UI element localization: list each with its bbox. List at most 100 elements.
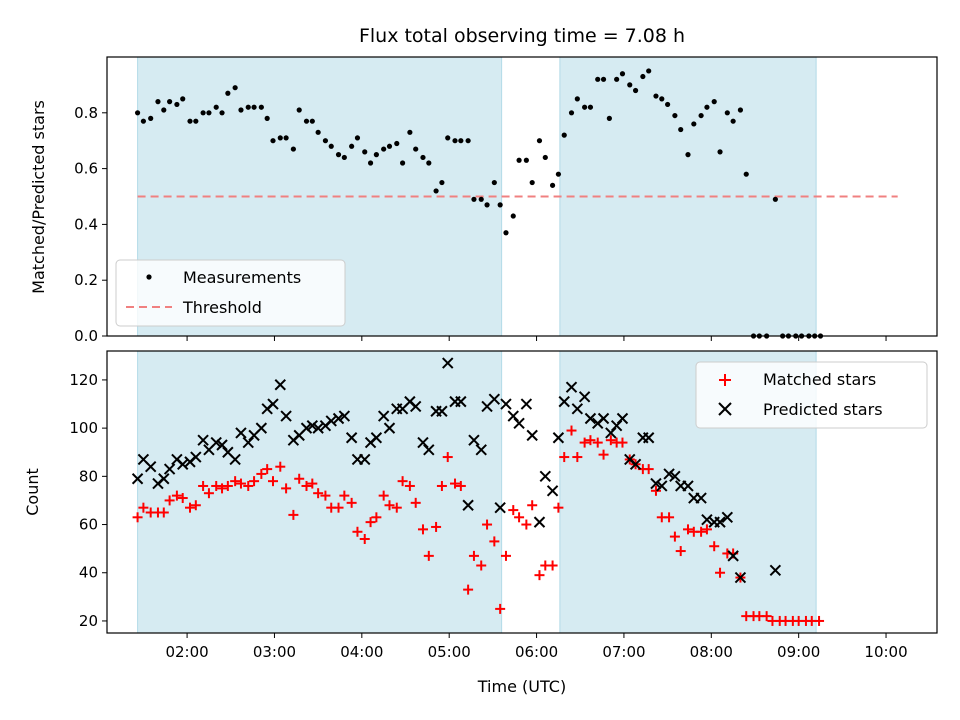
predicted-star-point xyxy=(533,516,546,528)
chart-title: Flux total observing time = 7.08 h xyxy=(359,25,685,47)
predicted-star-point xyxy=(229,453,241,466)
matched-star-point xyxy=(346,497,357,508)
top-axes-frame xyxy=(106,56,938,337)
measurement-point xyxy=(491,179,497,186)
matched-star-point xyxy=(455,480,466,491)
matched-star-point xyxy=(378,490,389,501)
legend-marker-matched-stars xyxy=(719,374,731,386)
matched-star-point xyxy=(294,473,305,484)
predicted-star-point xyxy=(558,395,570,408)
bottom-shaded-intervals xyxy=(137,350,817,634)
measurement-point xyxy=(283,135,289,141)
y-tick-label: 0.4 xyxy=(74,215,98,233)
matched-star-point xyxy=(553,502,564,513)
matched-star-point xyxy=(301,480,312,491)
measurement-point xyxy=(187,118,193,124)
matched-star-point xyxy=(559,452,570,463)
matched-star-point xyxy=(190,500,201,511)
measurement-point xyxy=(322,138,329,144)
measurement-point xyxy=(439,179,445,186)
legend-label-matched-stars: Matched stars xyxy=(763,370,876,389)
matched-star-point xyxy=(288,509,299,520)
matched-star-point xyxy=(500,550,511,561)
bottom-panel: 20 40 60 80 100 120 02:00 03:00 04:00 05:00 06:00… xyxy=(23,350,938,696)
predicted-star-point xyxy=(190,451,202,463)
x-tick-label: 10:00 xyxy=(864,643,907,661)
measurement-point xyxy=(595,76,601,82)
predicted-star-point xyxy=(359,453,371,466)
predicted-star-point xyxy=(377,410,390,422)
measurement-point xyxy=(691,121,697,127)
measurement-point xyxy=(349,143,355,149)
predicted-star-point xyxy=(383,422,396,434)
matched-star-point xyxy=(417,524,428,535)
measurement-point xyxy=(167,99,173,105)
predicted-star-point xyxy=(520,398,533,410)
predicted-star-point xyxy=(546,485,559,497)
matched-star-point xyxy=(211,480,222,491)
matched-star-point xyxy=(185,502,195,513)
x-tick-label: 08:00 xyxy=(690,643,733,661)
measurement-point xyxy=(225,90,231,96)
predicted-star-point xyxy=(475,444,487,456)
predicted-star-point xyxy=(197,434,209,446)
predicted-star-point xyxy=(597,412,610,425)
predicted-star-point xyxy=(462,499,474,511)
predicted-star-point xyxy=(235,427,247,439)
measurement-point xyxy=(743,171,749,177)
top-legend-box xyxy=(115,259,346,327)
matched-star-point xyxy=(391,502,402,513)
top-legend: Measurements Threshold xyxy=(115,259,346,327)
matched-star-point xyxy=(476,560,487,571)
matched-star-point xyxy=(650,485,661,496)
predicted-star-point xyxy=(721,511,734,524)
measurement-point xyxy=(737,107,744,113)
predicted-star-point xyxy=(436,405,448,417)
bottom-x-axis-label: Time (UTC) xyxy=(477,677,566,696)
measurement-point xyxy=(258,104,264,110)
y-tick-label: 120 xyxy=(69,371,98,389)
predicted-star-point xyxy=(682,480,694,492)
predicted-star-point xyxy=(409,400,422,413)
bottom-legend: Matched stars Predicted stars xyxy=(695,361,928,429)
measurement-point xyxy=(394,140,400,147)
measurement-point xyxy=(458,138,464,144)
matched-star-point xyxy=(320,490,331,501)
y-tick-label: 100 xyxy=(69,419,98,437)
matched-star-point xyxy=(177,493,188,504)
matched-star-point xyxy=(431,521,442,532)
matched-star-point xyxy=(592,437,603,448)
measurement-point xyxy=(627,82,633,88)
predicted-star-point xyxy=(565,381,578,393)
predicted-star-point xyxy=(642,432,655,444)
predicted-star-point xyxy=(629,458,642,470)
matched-star-point xyxy=(339,490,350,501)
matched-star-point xyxy=(359,534,370,544)
top-series-measurements xyxy=(134,68,824,339)
matched-star-point xyxy=(572,452,583,463)
measurement-point xyxy=(445,135,451,141)
measurement-point xyxy=(672,112,678,119)
measurement-point xyxy=(516,157,522,163)
predicted-star-point xyxy=(163,463,176,475)
matched-star-point xyxy=(495,603,506,614)
matched-star-point xyxy=(384,500,395,511)
matched-star-point xyxy=(313,488,324,499)
predicted-star-point xyxy=(338,410,351,422)
predicted-star-point xyxy=(280,410,292,422)
measurement-point xyxy=(619,71,626,77)
measurement-point xyxy=(555,171,562,177)
measurement-point xyxy=(277,135,283,141)
predicted-star-point xyxy=(306,420,319,432)
matched-star-point xyxy=(423,550,434,561)
measurement-point xyxy=(433,188,439,194)
predicted-star-point xyxy=(267,398,279,410)
matched-star-point xyxy=(243,480,254,491)
predicted-star-point xyxy=(468,434,480,446)
predicted-star-point xyxy=(584,412,597,425)
matched-star-point xyxy=(514,512,525,523)
predicted-star-point xyxy=(177,458,189,470)
measurement-point xyxy=(685,152,691,158)
measurement-point xyxy=(420,154,426,161)
measurement-point xyxy=(510,213,516,219)
